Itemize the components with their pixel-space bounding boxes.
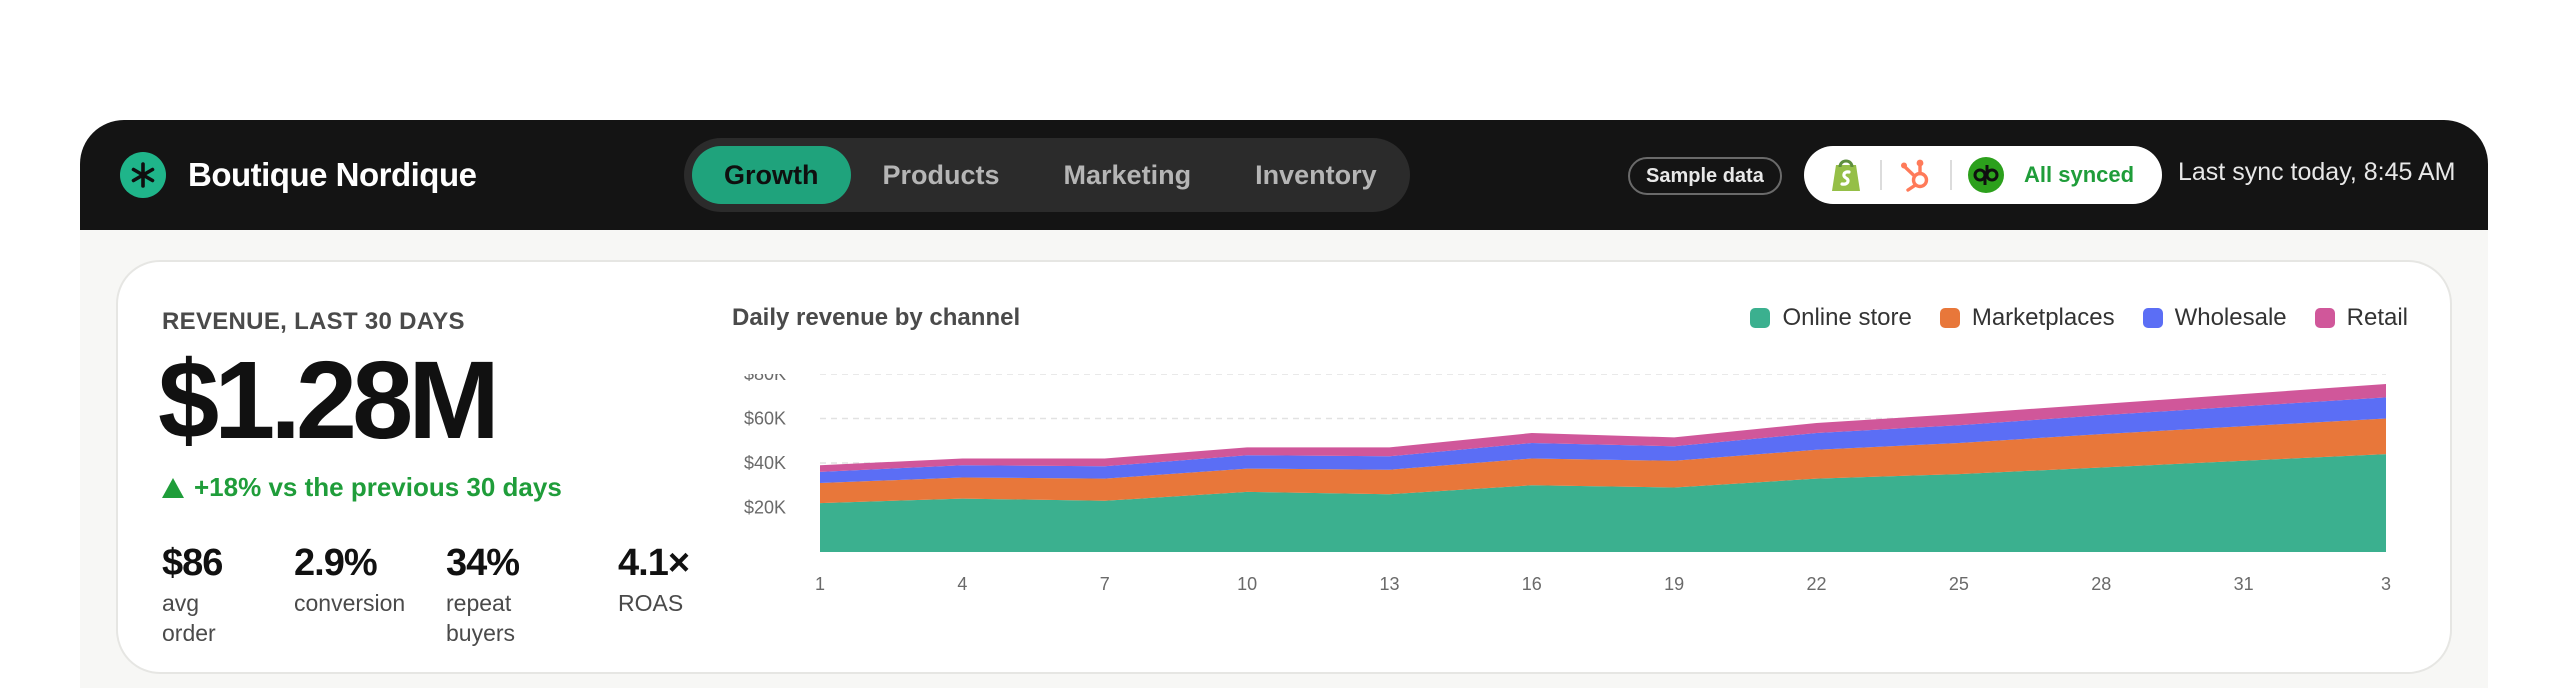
legend-item-retail[interactable]: Retail	[2314, 304, 2408, 332]
brand[interactable]: Boutique Nordique	[120, 151, 477, 199]
area-series-wholesale	[820, 397, 2386, 483]
x-tick-label: 10	[1237, 574, 1257, 594]
y-tick-label: $40K	[744, 453, 786, 473]
chart-legend: Online store Marketplaces Wholesale Reta…	[1722, 304, 2408, 332]
legend-swatch	[2314, 308, 2335, 328]
legend-swatch	[1750, 308, 1771, 328]
arrow-up-icon	[162, 477, 184, 498]
revenue-card: REVENUE, LAST 30 DAYS $1.28M +18% vs the…	[116, 260, 2452, 674]
x-tick-label: 4	[957, 574, 967, 594]
chart-title: Daily revenue by channel	[732, 304, 1021, 331]
metric-value: 2.9%	[294, 542, 378, 584]
x-tick-label: 1	[815, 574, 825, 594]
kpi-value: $1.28M	[158, 339, 500, 462]
sync-status: All synced	[2024, 162, 2135, 187]
legend-item-online-store[interactable]: Online store	[1750, 304, 1912, 332]
dashboard-app: Boutique Nordique Growth Products Market…	[80, 120, 2488, 688]
metric-value: 4.1×	[618, 542, 690, 584]
asterisk-logo-icon	[120, 152, 166, 198]
metric-label: avg order	[162, 590, 216, 646]
kpi-delta: +18% vs the previous 30 days	[162, 472, 562, 503]
divider	[1880, 160, 1882, 190]
x-tick-label: 25	[1949, 574, 1969, 594]
kpi-delta-text: +18% vs the previous 30 days	[194, 472, 562, 502]
kpi-label: REVENUE, LAST 30 DAYS	[162, 308, 465, 335]
legend-label: Marketplaces	[1971, 304, 2115, 331]
x-tick-label: 31	[2234, 574, 2254, 594]
revenue-area-chart: $20K $40K $60K $80K 1 4 7 10 13 16 19 22 25 28 31 3	[744, 374, 2391, 594]
x-tick-label: 22	[1807, 574, 1827, 594]
metric-label: repeat buyers	[446, 590, 516, 646]
metric-value: 34%	[446, 542, 520, 584]
legend-item-marketplaces[interactable]: Marketplaces	[1939, 304, 2115, 332]
tab-growth[interactable]: Growth	[692, 146, 851, 204]
y-tick-label: $20K	[744, 498, 786, 518]
area-series-marketplaces	[820, 418, 2386, 504]
metric-avg-order: $86 avg order	[162, 542, 252, 649]
x-tick-label: 7	[1100, 574, 1110, 594]
main-content: REVENUE, LAST 30 DAYS $1.28M +18% vs the…	[80, 230, 2488, 688]
x-tick-label: 19	[1664, 574, 1684, 594]
metric-label: conversion	[294, 590, 406, 616]
x-tick-label: 13	[1379, 574, 1399, 594]
sample-data-badge: Sample data	[1628, 157, 1782, 195]
x-tick-label: 16	[1522, 574, 1542, 594]
legend-label: Retail	[2346, 304, 2408, 331]
divider	[1950, 160, 1952, 190]
metric-conversion: 2.9% conversion	[294, 542, 434, 619]
legend-item-wholesale[interactable]: Wholesale	[2142, 304, 2287, 332]
area-series-retail	[820, 384, 2386, 472]
area-series-online-store	[820, 454, 2386, 552]
tab-marketing[interactable]: Marketing	[1063, 159, 1192, 190]
legend-swatch	[1939, 308, 1960, 328]
shopify-icon	[1826, 155, 1866, 195]
integrations-sync-pill[interactable]: All synced	[1804, 146, 2162, 204]
last-sync-time: Last sync today, 8:45 AM	[2178, 158, 2456, 186]
legend-label: Wholesale	[2174, 304, 2287, 331]
x-tick-label: 3	[2381, 574, 2391, 594]
app-name: Boutique Nordique	[188, 156, 477, 193]
metric-roas: 4.1× ROAS	[618, 542, 708, 619]
tab-inventory[interactable]: Inventory	[1255, 159, 1377, 190]
main-tabs: Growth Products Marketing Inventory	[684, 138, 1410, 212]
hubspot-icon	[1896, 155, 1936, 195]
quickbooks-icon	[1966, 155, 2006, 195]
metric-value: $86	[162, 542, 223, 584]
top-bar: Boutique Nordique Growth Products Market…	[80, 120, 2488, 230]
legend-swatch	[2142, 308, 2163, 328]
metric-repeat-buyers: 34% repeat buyers	[446, 542, 546, 649]
y-tick-label: $60K	[744, 409, 786, 429]
tab-products[interactable]: Products	[882, 159, 1000, 190]
x-tick-label: 28	[2091, 574, 2111, 594]
metric-label: ROAS	[618, 590, 684, 616]
y-tick-label: $80K	[744, 374, 786, 384]
legend-label: Online store	[1782, 304, 1912, 331]
